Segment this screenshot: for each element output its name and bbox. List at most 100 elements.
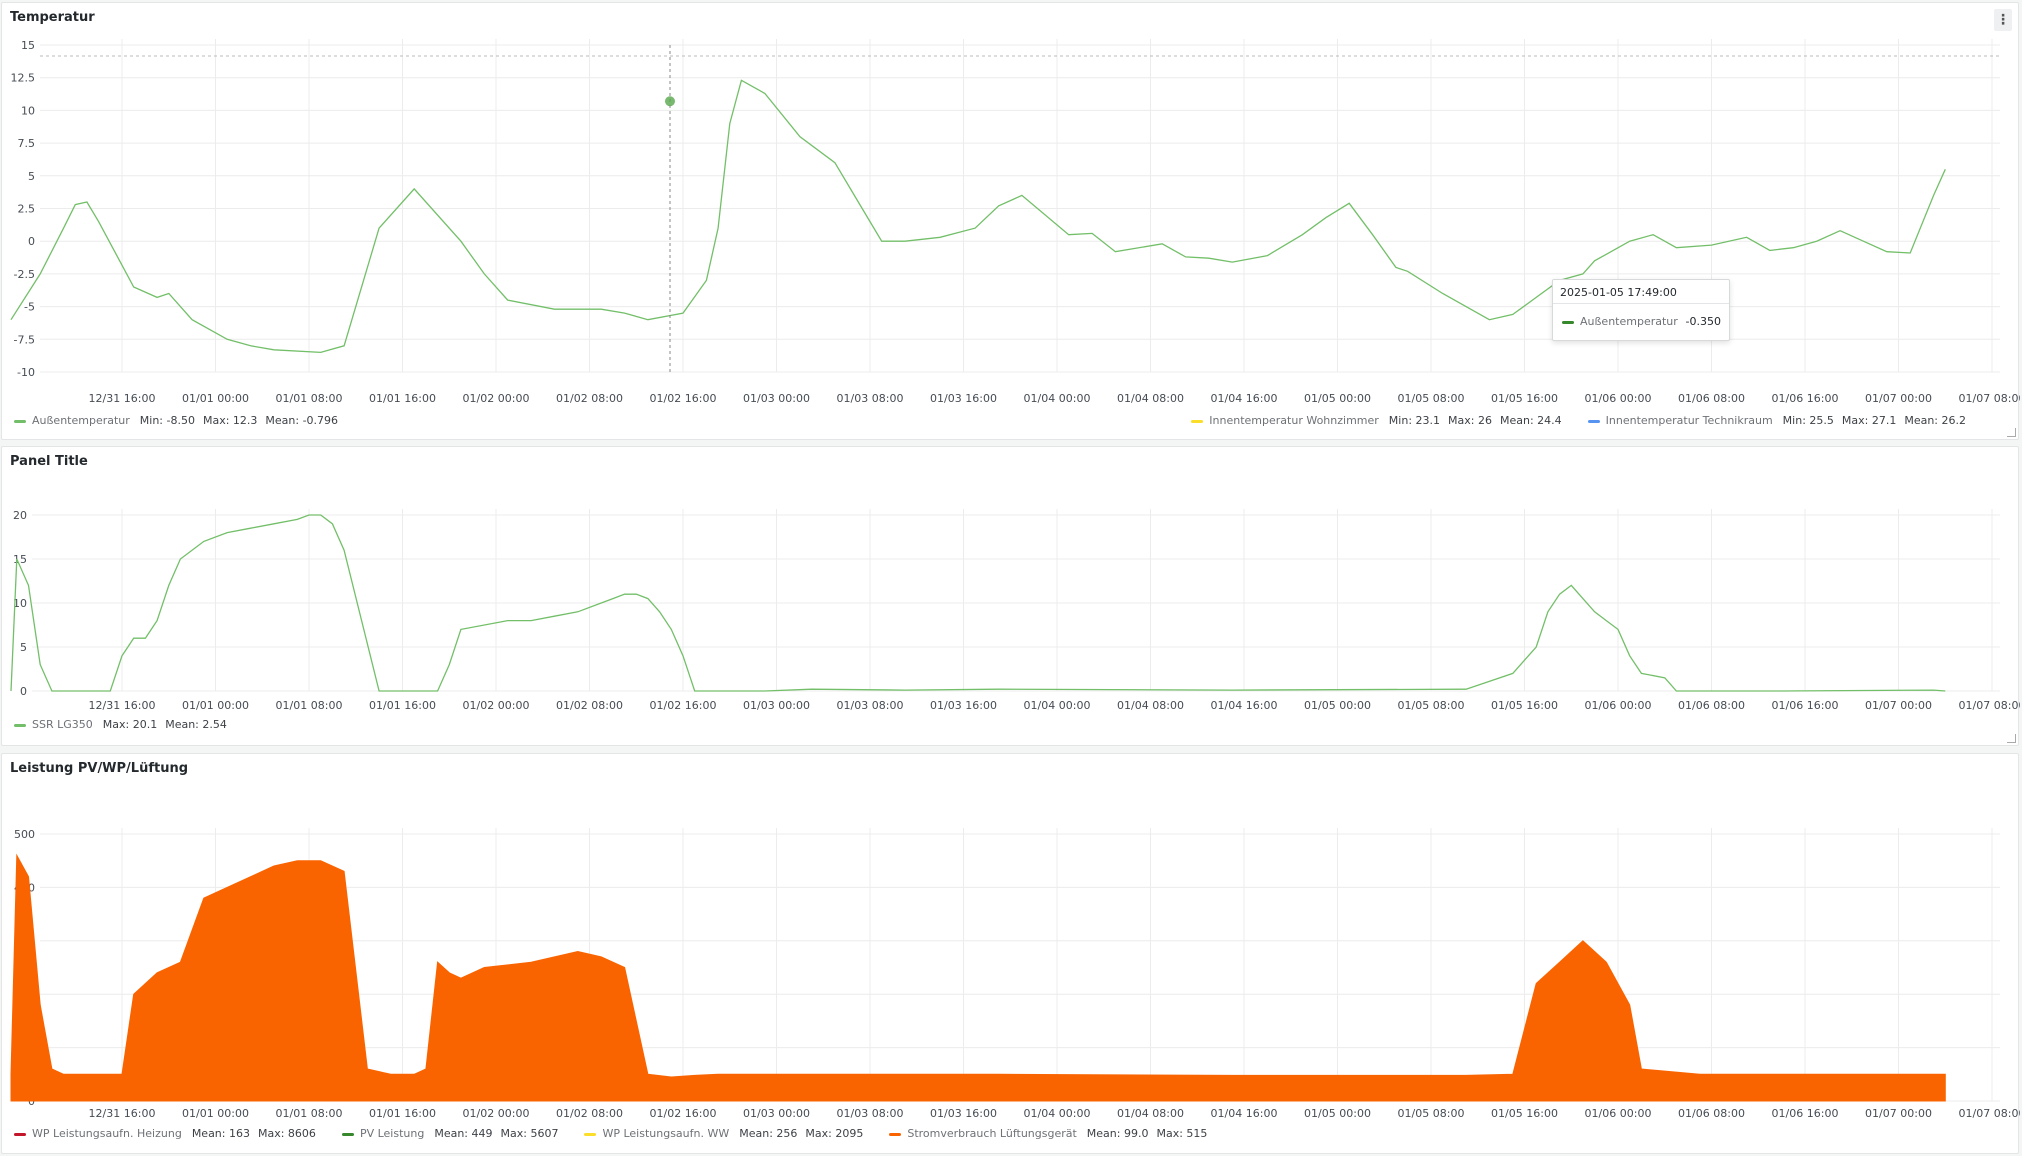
- tooltip-series: Außentemperatur: [1580, 315, 1678, 328]
- x-tick-label: 01/05 08:00: [1398, 699, 1465, 712]
- x-tick-label: 01/06 08:00: [1678, 1107, 1745, 1120]
- hover-point: [665, 96, 675, 107]
- legend-series-name: WP Leistungsaufn. WW: [602, 1127, 730, 1140]
- x-tick-label: 01/07 00:00: [1865, 392, 1932, 405]
- y-tick-label: 5: [20, 641, 27, 654]
- x-tick-label: 01/05 16:00: [1491, 1107, 1558, 1120]
- ssr-panel: Panel Title 20 15 10 5 0 12/31 16:00 01/01 00:…: [1, 446, 2020, 747]
- legend-swatch: [14, 419, 26, 423]
- legend-stat: Max: 8606: [257, 1127, 316, 1140]
- x-tick-label: 01/07 00:00: [1865, 699, 1932, 712]
- x-tick-label: 01/07 08:00: [1959, 392, 2020, 405]
- legend-item[interactable]: Stromverbrauch Lüftungsgerät Mean: 99.0 Ma…: [889, 1127, 1215, 1140]
- x-tick-label: 01/03 16:00: [930, 392, 997, 405]
- x-tick-label: 01/01 00:00: [182, 392, 249, 405]
- x-tick-label: 01/05 00:00: [1304, 392, 1371, 405]
- series-area-lueftungsgeraet: [10, 853, 1946, 1102]
- panel-title: Temperatur: [10, 10, 95, 25]
- legend-stat: Min: 25.5: [1782, 414, 1834, 427]
- legend-stat: Mean: 26.2: [1904, 414, 1966, 427]
- y-tick-label: 7.5: [18, 137, 36, 150]
- legend-item[interactable]: PV Leistung Mean: 449 Max: 5607: [341, 1127, 567, 1140]
- resize-handle[interactable]: [2007, 734, 2016, 743]
- legend-stat: Mean: 163: [191, 1127, 250, 1140]
- ssr-chart[interactable]: 20 15 10 5 0 12/31 16:00 01/01 00:00 01/01 08:0…: [2, 447, 2020, 747]
- legend-item[interactable]: SSR LG350 Max: 20.1 Mean: 2.54: [14, 718, 235, 731]
- resize-handle[interactable]: [2007, 428, 2016, 437]
- x-tick-label: 01/04 16:00: [1211, 392, 1278, 405]
- x-tick-label: 12/31 16:00: [89, 1107, 156, 1120]
- x-tick-label: 01/01 08:00: [276, 392, 343, 405]
- x-tick-label: 01/05 00:00: [1304, 1107, 1371, 1120]
- legend-stat: Max: 27.1: [1841, 414, 1897, 427]
- x-tick-label: 01/04 00:00: [1024, 699, 1091, 712]
- legend-stat: Max: 5607: [500, 1127, 559, 1140]
- y-tick-label: 2.5: [18, 203, 36, 216]
- x-tick-label: 01/01 08:00: [276, 699, 343, 712]
- x-tick-label: 01/01 00:00: [182, 1107, 249, 1120]
- x-tick-label: 01/03 08:00: [837, 699, 904, 712]
- panel-title: Panel Title: [10, 454, 88, 469]
- legend-series-name: Innentemperatur Wohnzimmer: [1209, 414, 1379, 427]
- tooltip-time: 2025-01-05 17:49:00: [1560, 286, 1677, 299]
- series-line-ssr-lg350: [10, 514, 1946, 692]
- series-line-aussentemperatur: [10, 79, 1946, 354]
- x-tick-label: 01/02 16:00: [650, 392, 717, 405]
- x-tick-label: 12/31 16:00: [89, 699, 156, 712]
- x-tick-label: 01/07 08:00: [1959, 699, 2020, 712]
- x-tick-label: 01/02 00:00: [463, 699, 530, 712]
- x-tick-label: 01/04 00:00: [1024, 392, 1091, 405]
- legend-right: Innentemperatur Wohnzimmer Min: 23.1 Max: …: [1191, 414, 1992, 427]
- legend-series-name: Innentemperatur Technikraum: [1605, 414, 1773, 427]
- x-tick-label: 01/02 00:00: [463, 392, 530, 405]
- x-tick-label: 12/31 16:00: [89, 392, 156, 405]
- x-tick-label: 01/04 16:00: [1211, 1107, 1278, 1120]
- x-tick-label: 01/05 00:00: [1304, 699, 1371, 712]
- temperature-panel: Temperatur ⋮ 15 12.5 10 7.5 5 2.5 0 -2.5 -5 -7.5 -…: [1, 2, 2020, 441]
- legend-series-name: Stromverbrauch Lüftungsgerät: [907, 1127, 1077, 1140]
- x-tick-label: 01/06 16:00: [1772, 1107, 1839, 1120]
- x-tick-label: 01/02 00:00: [463, 1107, 530, 1120]
- legend-item[interactable]: Außentemperatur Min: -8.50 Max: 12.3 Mean: …: [14, 414, 346, 427]
- legend-stat: Max: 12.3: [202, 414, 258, 427]
- hover-tooltip: 2025-01-05 17:49:00 Außentemperatur -0.3…: [1552, 279, 1730, 341]
- y-tick-label: 20: [13, 509, 27, 522]
- x-tick-label: 01/07 08:00: [1959, 1107, 2020, 1120]
- legend-swatch: [584, 1132, 597, 1136]
- x-tick-label: 01/07 00:00: [1865, 1107, 1932, 1120]
- legend-stat: Max: 2095: [805, 1127, 864, 1140]
- legend-item[interactable]: Innentemperatur Technikraum Min: 25.5 Max:…: [1587, 414, 1974, 427]
- x-tick-label: 01/04 08:00: [1117, 1107, 1184, 1120]
- x-tick-label: 01/06 00:00: [1585, 699, 1652, 712]
- x-tick-label: 01/05 08:00: [1398, 392, 1465, 405]
- y-tick-label: -7.5: [14, 333, 35, 346]
- temperature-chart[interactable]: 15 12.5 10 7.5 5 2.5 0 -2.5 -5 -7.5 -10 12/31 16:00…: [2, 3, 2020, 441]
- panel-title: Leistung PV/WP/Lüftung: [10, 761, 189, 776]
- tooltip-series-swatch: [1562, 321, 1574, 324]
- legend-item[interactable]: Innentemperatur Wohnzimmer Min: 23.1 Max: …: [1191, 414, 1569, 427]
- y-tick-label: 5: [28, 170, 35, 183]
- legend-swatch: [1587, 419, 1600, 423]
- legend-stat: Max: 20.1: [102, 718, 158, 731]
- power-panel: Leistung PV/WP/Lüftung 50040030020010001…: [1, 753, 2020, 1155]
- legend-stat: Max: 26: [1448, 414, 1492, 427]
- panel-menu-button[interactable]: ⋮: [1994, 9, 2012, 31]
- y-tick-label: 15: [21, 39, 35, 52]
- tooltip-value: -0.350: [1685, 315, 1721, 328]
- x-tick-label: 01/02 16:00: [650, 699, 717, 712]
- x-tick-label: 01/02 16:00: [650, 1107, 717, 1120]
- legend-item[interactable]: WP Leistungsaufn. Heizung Mean: 163 Max: 8…: [14, 1127, 324, 1140]
- x-tick-label: 01/06 08:00: [1678, 699, 1745, 712]
- legend-stat: Min: -8.50: [139, 414, 195, 427]
- x-tick-label: 01/03 00:00: [743, 392, 810, 405]
- legend-swatch: [14, 723, 26, 727]
- legend-left: Außentemperatur Min: -8.50 Max: 12.3 Mean: …: [14, 414, 364, 427]
- x-tick-label: 01/04 08:00: [1117, 392, 1184, 405]
- x-tick-label: 01/06 16:00: [1772, 699, 1839, 712]
- x-tick-label: 01/01 00:00: [182, 699, 249, 712]
- x-tick-label: 01/06 00:00: [1585, 392, 1652, 405]
- legend-series-name: SSR LG350: [32, 718, 93, 731]
- legend-item[interactable]: WP Leistungsaufn. WW Mean: 256 Max: 2095: [584, 1127, 871, 1140]
- legend-stat: Mean: 24.4: [1499, 414, 1562, 427]
